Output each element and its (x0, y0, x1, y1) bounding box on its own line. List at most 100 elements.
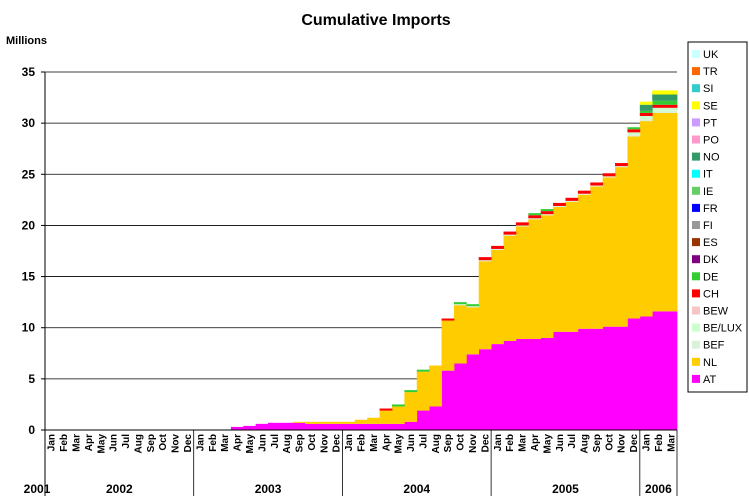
x-tick-month-label: Oct (307, 433, 318, 450)
x-tick-month-label: Mar (369, 434, 380, 452)
legend-entry-label: PT (703, 117, 717, 129)
area-segment (577, 193, 591, 195)
legend-entry-label: BEF (703, 340, 725, 352)
area-segment (540, 337, 554, 430)
area-segment (441, 318, 455, 321)
area-segment (416, 369, 430, 372)
series-no (639, 94, 678, 111)
legend-entry-label: ES (703, 237, 718, 249)
area-segment (317, 421, 331, 424)
area-segment (305, 423, 319, 430)
area-segment (515, 226, 529, 339)
series-at (230, 311, 678, 430)
y-tick-label: 5 (28, 372, 35, 386)
area-segment (664, 311, 678, 430)
area-segment (652, 104, 666, 108)
series-bef (453, 110, 678, 308)
area-segment (639, 110, 653, 113)
x-tick-month-label: May (245, 434, 256, 454)
area-segment (416, 410, 430, 430)
legend-entry-label: FR (703, 203, 718, 215)
area-segment (577, 190, 591, 194)
area-segment (577, 194, 591, 329)
area-segment (664, 104, 678, 108)
area-segment (503, 341, 517, 430)
x-tick-month-label: Jul (270, 434, 281, 449)
x-tick-month-label: May (542, 434, 553, 454)
x-tick-month-label: Jun (257, 434, 268, 452)
area-segment (391, 406, 405, 424)
area-segment (528, 338, 542, 430)
area-segment (280, 422, 294, 430)
legend-swatch (692, 67, 700, 76)
legend-entry-label: CH (703, 288, 719, 300)
area-segment (391, 423, 405, 430)
x-tick-month-label: Sep (443, 434, 454, 452)
area-segment (540, 211, 554, 215)
x-tick-month-label: Sep (592, 434, 603, 452)
series-be-lux (627, 107, 678, 135)
area-segment (466, 307, 480, 355)
legend-swatch (692, 203, 700, 212)
x-year-label: 2005 (552, 482, 579, 496)
area-segment (441, 370, 455, 430)
area-segment (503, 234, 517, 236)
area-segment (602, 326, 616, 430)
x-tick-month-label: Dec (480, 434, 491, 453)
area-segment (404, 390, 418, 393)
area-segment (553, 205, 566, 208)
x-year-label: 2002 (106, 482, 133, 496)
legend-swatch (692, 101, 700, 110)
x-tick-month-label: Dec (332, 434, 343, 453)
legend-swatch (692, 323, 700, 332)
area-segment (652, 107, 666, 111)
legend-swatch (692, 50, 700, 58)
legend: UK TR SI SE PT PO NO IT IE FR FI ES DK DE CH BEW BE/LUX B… (687, 41, 748, 393)
area-segment (528, 218, 542, 220)
x-tick-month-label: Feb (654, 434, 665, 452)
area-segment (528, 213, 542, 216)
x-tick-month-label: Jun (406, 434, 417, 452)
area-segment (491, 344, 504, 430)
y-tick-label: 15 (22, 270, 36, 284)
area-segment (540, 209, 554, 212)
area-segment (639, 115, 653, 120)
legend-entry-label: IT (703, 169, 713, 181)
area-segment (627, 127, 641, 130)
x-tick-month-label: Aug (133, 434, 144, 453)
area-segment (553, 202, 566, 206)
x-tick-month-label: Jan (344, 434, 355, 451)
y-tick-label: 30 (22, 116, 36, 130)
area-segment (379, 408, 393, 411)
area-segment (590, 186, 604, 329)
legend-swatch (692, 289, 700, 298)
x-tick-month-label: Dec (629, 434, 640, 453)
legend-swatch (692, 152, 700, 161)
x-tick-month-label: Sep (146, 434, 157, 452)
x-tick-month-label: Feb (505, 434, 516, 452)
area-segment (627, 134, 641, 137)
area-segment (292, 421, 306, 423)
x-year-label: 2001 (24, 482, 51, 496)
area-segment (664, 90, 678, 95)
x-tick-month-label: Mar (666, 434, 677, 452)
area-segment (615, 167, 628, 327)
area-segment (615, 326, 628, 430)
legend-entry-label: IE (703, 186, 713, 198)
area-segment (379, 410, 393, 424)
area-segment (528, 219, 542, 339)
area-segment (664, 112, 678, 312)
area-segment (627, 136, 641, 319)
area-segment (565, 197, 579, 201)
chart-title: Cumulative Imports (301, 12, 450, 29)
legend-entry-label: PO (703, 135, 719, 147)
axes (44, 72, 677, 496)
area-segment (553, 207, 566, 332)
area-segment (515, 222, 529, 226)
area-segment (503, 235, 517, 342)
area-segment (466, 306, 480, 308)
area-segment (652, 311, 666, 430)
area-segment (602, 173, 616, 177)
legend-swatch (692, 255, 700, 264)
area-segment (553, 331, 566, 430)
